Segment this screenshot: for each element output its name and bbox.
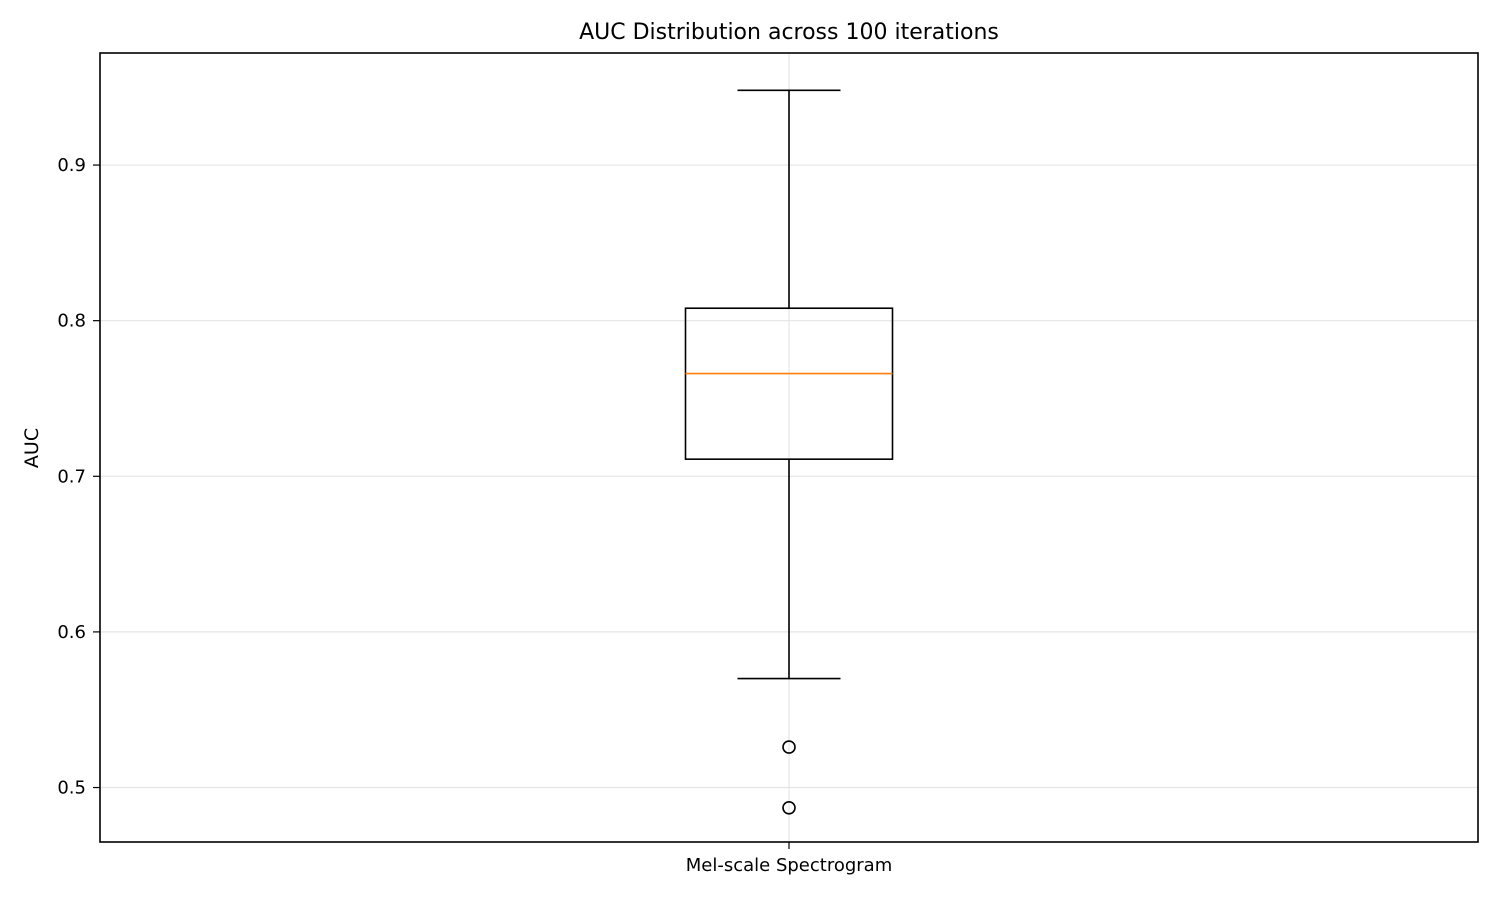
x-axis-ticks: Mel-scale Spectrogram (686, 842, 893, 876)
outlier-point (782, 800, 796, 815)
y-tick-label: 0.5 (57, 778, 86, 799)
chart-title: AUC Distribution across 100 iterations (579, 20, 999, 45)
outlier-point (782, 740, 796, 754)
y-tick-label: 0.7 (57, 466, 86, 487)
y-axis-ticks: 0.5 0.6 0.7 0.8 0.9 (57, 155, 100, 799)
y-tick-label: 0.8 (57, 311, 86, 332)
y-tick-label: 0.6 (57, 622, 86, 643)
x-tick-label: Mel-scale Spectrogram (686, 855, 893, 876)
iqr-box (684, 307, 894, 460)
y-axis-label: AUC (21, 428, 43, 468)
box-layer (684, 89, 894, 815)
y-tick-label: 0.9 (57, 155, 86, 176)
